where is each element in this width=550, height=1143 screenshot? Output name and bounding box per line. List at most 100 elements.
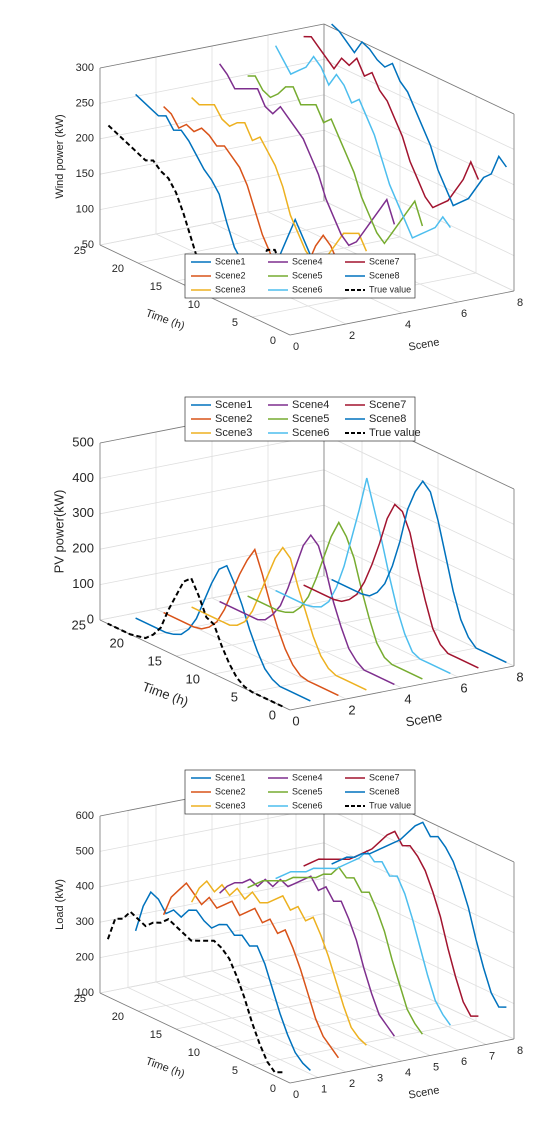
z-tick-label: 150 bbox=[76, 168, 94, 180]
axis-line bbox=[289, 290, 515, 336]
series-line bbox=[219, 875, 396, 1037]
x-axis-label: Scene bbox=[408, 336, 441, 353]
x-axis-label: Scene bbox=[404, 708, 443, 729]
z-tick-label: 200 bbox=[76, 952, 94, 964]
legend-label: Scene1 bbox=[215, 256, 246, 266]
y-axis-label: Time (h) bbox=[140, 679, 190, 709]
series-line bbox=[191, 546, 367, 691]
z-tick-label: 600 bbox=[76, 810, 94, 822]
z-tick-label: 100 bbox=[76, 204, 94, 216]
y-tick-label: 5 bbox=[231, 689, 238, 704]
z-tick-label: 250 bbox=[76, 97, 94, 109]
z-tick-label: 200 bbox=[76, 133, 94, 145]
z-axis-label: PV power(kW) bbox=[51, 490, 66, 574]
series-line bbox=[247, 520, 423, 680]
legend-label: Scene7 bbox=[369, 256, 400, 266]
y-tick-label: 15 bbox=[148, 653, 162, 668]
grid-line bbox=[211, 970, 403, 1062]
z-tick-label: 100 bbox=[76, 987, 94, 999]
y-tick-label: 5 bbox=[232, 317, 238, 329]
x-tick-label: 4 bbox=[405, 319, 411, 331]
grid-line bbox=[323, 504, 515, 596]
z-axis-label: Load (kW) bbox=[54, 879, 66, 930]
series-line bbox=[219, 533, 395, 686]
legend-label: Scene8 bbox=[369, 786, 400, 796]
legend-label: True value bbox=[369, 800, 411, 810]
z-tick-label: 300 bbox=[72, 505, 94, 520]
grid-line bbox=[137, 218, 363, 264]
grid-line bbox=[183, 976, 375, 1067]
series-line bbox=[191, 97, 368, 263]
series-line bbox=[163, 547, 339, 697]
legend-label: Scene1 bbox=[215, 399, 252, 411]
z-tick-label: 400 bbox=[76, 881, 94, 893]
grid-line bbox=[99, 948, 325, 994]
x-tick-label: 7 bbox=[489, 1050, 495, 1062]
z-axis-label: Wind power (kW) bbox=[54, 114, 66, 198]
series-line bbox=[303, 35, 480, 209]
legend-label: Scene4 bbox=[292, 256, 323, 266]
y-tick-label: 25 bbox=[74, 245, 86, 257]
legend-label: Scene1 bbox=[215, 772, 246, 782]
grid-line bbox=[323, 540, 515, 631]
y-tick-label: 20 bbox=[112, 263, 124, 275]
y-axis-label: Time (h) bbox=[144, 1055, 186, 1080]
series-line bbox=[106, 910, 283, 1074]
grid-line bbox=[267, 959, 459, 1051]
x-tick-label: 4 bbox=[404, 691, 411, 706]
grid-line bbox=[323, 842, 515, 934]
legend-label: Scene4 bbox=[292, 399, 329, 411]
axis-line bbox=[99, 992, 291, 1084]
y-tick-label: 0 bbox=[270, 1083, 276, 1095]
x-tick-label: 8 bbox=[516, 669, 523, 684]
grid-line bbox=[137, 966, 363, 1012]
x-tick-label: 3 bbox=[377, 1072, 383, 1084]
grid-line bbox=[323, 877, 515, 969]
x-axis-label: Scene bbox=[408, 1084, 441, 1101]
legend-box bbox=[184, 769, 416, 815]
y-tick-label: 5 bbox=[232, 1065, 238, 1077]
axis-line bbox=[99, 23, 325, 69]
x-tick-label: 2 bbox=[348, 702, 355, 717]
grid-line bbox=[323, 129, 515, 221]
grid-line bbox=[175, 984, 401, 1030]
y-tick-label: 0 bbox=[269, 707, 276, 722]
legend-label: Scene6 bbox=[292, 427, 329, 439]
x-tick-label: 2 bbox=[349, 330, 355, 342]
grid-line bbox=[175, 611, 401, 657]
y-tick-label: 10 bbox=[188, 299, 200, 311]
z-tick-label: 300 bbox=[76, 62, 94, 74]
grid-line bbox=[127, 987, 319, 1078]
y-tick-label: 15 bbox=[150, 1029, 162, 1041]
legend-label: Scene7 bbox=[369, 772, 400, 782]
x-tick-label: 8 bbox=[517, 1045, 523, 1057]
y-tick-label: 20 bbox=[110, 635, 124, 650]
grid-line bbox=[239, 965, 431, 1056]
y-tick-label: 15 bbox=[150, 281, 162, 293]
x-tick-label: 6 bbox=[461, 1056, 467, 1068]
grid-line bbox=[323, 807, 515, 898]
panel: 50 100 150 200 250 300 0 2 4 6 8 0 5 10 15 20 25 Wind pow… bbox=[54, 23, 523, 354]
x-tick-label: 4 bbox=[405, 1067, 411, 1079]
series-line bbox=[162, 881, 340, 1059]
axis-line bbox=[289, 665, 515, 711]
y-tick-label: 25 bbox=[74, 993, 86, 1005]
x-tick-label: 2 bbox=[349, 1078, 355, 1090]
z-tick-label: 300 bbox=[76, 916, 94, 928]
legend-label: Scene3 bbox=[215, 800, 246, 810]
series-line bbox=[135, 564, 311, 702]
x-tick-label: 0 bbox=[293, 341, 299, 353]
legend-box bbox=[184, 396, 416, 442]
y-tick-label: 10 bbox=[186, 671, 200, 686]
axis-line bbox=[323, 23, 515, 115]
grid-line bbox=[99, 575, 325, 621]
y-tick-label: 25 bbox=[72, 617, 86, 632]
grid-line bbox=[213, 1002, 439, 1048]
legend-label: Scene6 bbox=[292, 800, 323, 810]
panel: 100 200 300 400 500 600 0 1 2 3 4 5 6 7 8 0 5 10 15 20 25 Loa… bbox=[54, 769, 523, 1102]
series-line bbox=[331, 821, 507, 1008]
series-line bbox=[107, 576, 283, 708]
z-tick-label: 50 bbox=[82, 239, 94, 251]
grid-line bbox=[99, 200, 325, 246]
